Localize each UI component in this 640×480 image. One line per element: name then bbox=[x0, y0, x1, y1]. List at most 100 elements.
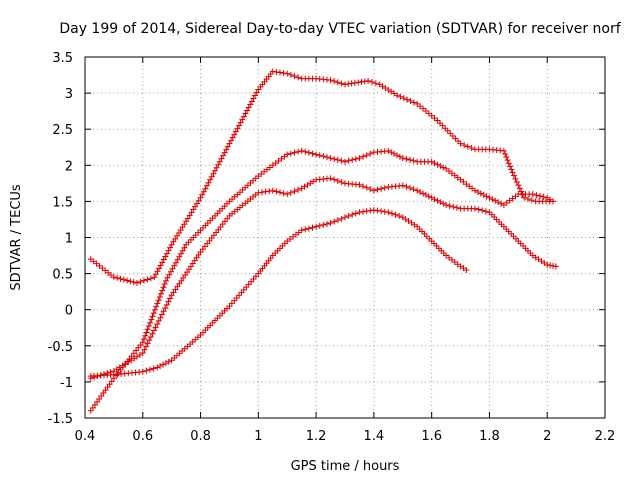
data-point bbox=[482, 208, 489, 215]
data-point bbox=[302, 148, 309, 155]
data-point bbox=[355, 79, 362, 86]
data-point bbox=[236, 122, 243, 129]
data-point bbox=[360, 153, 367, 160]
data-point bbox=[502, 150, 509, 157]
data-point bbox=[431, 160, 438, 167]
data-point bbox=[237, 119, 244, 126]
data-point bbox=[434, 197, 441, 204]
data-point bbox=[504, 157, 511, 164]
data-point bbox=[474, 189, 481, 196]
data-point bbox=[391, 150, 398, 157]
data-point bbox=[240, 113, 247, 120]
data-point bbox=[145, 323, 152, 330]
data-point bbox=[425, 193, 432, 200]
data-point bbox=[221, 149, 228, 156]
data-point bbox=[507, 163, 514, 170]
data-point bbox=[327, 77, 334, 84]
data-point bbox=[169, 265, 176, 272]
data-point bbox=[305, 225, 312, 232]
data-point bbox=[403, 155, 410, 162]
y-tick-label: 2.5 bbox=[52, 123, 73, 138]
data-point bbox=[440, 200, 447, 207]
y-tick-label: 3.5 bbox=[52, 51, 73, 66]
data-point bbox=[446, 202, 453, 209]
data-point bbox=[147, 275, 154, 282]
data-point bbox=[414, 187, 421, 194]
data-point bbox=[552, 263, 559, 270]
data-point bbox=[212, 167, 218, 174]
data-point bbox=[331, 218, 338, 225]
data-point bbox=[147, 333, 154, 340]
data-point bbox=[407, 156, 413, 163]
data-point bbox=[273, 188, 280, 195]
data-point bbox=[331, 176, 338, 183]
data-point bbox=[316, 152, 323, 159]
data-point bbox=[205, 179, 212, 186]
data-point bbox=[176, 253, 183, 260]
data-point bbox=[266, 188, 273, 195]
data-point bbox=[223, 146, 230, 153]
data-point bbox=[351, 79, 358, 86]
data-point bbox=[166, 271, 173, 278]
data-point bbox=[483, 193, 490, 200]
data-point bbox=[360, 208, 367, 215]
data-point bbox=[154, 364, 161, 371]
data-point bbox=[331, 155, 338, 162]
data-point bbox=[239, 116, 246, 123]
data-point bbox=[146, 337, 153, 344]
data-point bbox=[245, 104, 252, 111]
data-point bbox=[295, 148, 302, 155]
data-point bbox=[407, 98, 414, 105]
data-point bbox=[537, 192, 543, 199]
data-point bbox=[130, 279, 137, 286]
data-point bbox=[385, 209, 392, 216]
data-point bbox=[385, 147, 392, 154]
data-point bbox=[320, 221, 327, 228]
data-point bbox=[367, 186, 374, 193]
data-point bbox=[140, 335, 147, 342]
data-point bbox=[399, 155, 406, 162]
data-point bbox=[410, 157, 417, 164]
data-point bbox=[144, 340, 151, 347]
data-point bbox=[327, 175, 334, 182]
y-tick-label: 0 bbox=[65, 304, 73, 319]
data-point bbox=[114, 275, 121, 282]
plot-frame bbox=[84, 56, 606, 419]
data-point bbox=[529, 191, 536, 198]
data-point bbox=[231, 131, 238, 138]
data-point bbox=[140, 277, 147, 284]
data-point bbox=[450, 203, 457, 210]
series-trace-1 bbox=[87, 68, 556, 286]
data-point bbox=[252, 92, 259, 99]
data-point bbox=[437, 163, 444, 170]
data-point bbox=[287, 71, 294, 78]
data-point bbox=[363, 208, 370, 215]
data-point bbox=[234, 125, 241, 132]
data-point bbox=[428, 194, 435, 201]
data-point bbox=[179, 247, 186, 254]
data-point bbox=[388, 149, 395, 156]
data-point bbox=[348, 80, 355, 87]
series-trace-3 bbox=[87, 147, 556, 414]
data-point bbox=[464, 143, 471, 150]
data-point bbox=[262, 188, 269, 195]
data-point bbox=[232, 128, 239, 135]
data-point bbox=[503, 154, 510, 161]
data-point bbox=[298, 147, 305, 154]
data-point bbox=[356, 209, 363, 216]
data-point bbox=[167, 244, 174, 251]
data-point bbox=[148, 316, 155, 323]
data-point bbox=[338, 80, 345, 87]
data-point bbox=[327, 220, 334, 227]
data-point bbox=[338, 179, 345, 186]
data-point bbox=[368, 79, 375, 86]
data-point bbox=[149, 330, 156, 337]
data-point bbox=[524, 195, 531, 202]
data-point bbox=[162, 277, 169, 284]
data-point bbox=[410, 99, 417, 106]
data-point bbox=[372, 80, 379, 87]
data-point bbox=[117, 275, 124, 282]
data-point bbox=[167, 295, 174, 302]
series-trace-2 bbox=[87, 175, 559, 382]
data-point bbox=[298, 227, 305, 234]
